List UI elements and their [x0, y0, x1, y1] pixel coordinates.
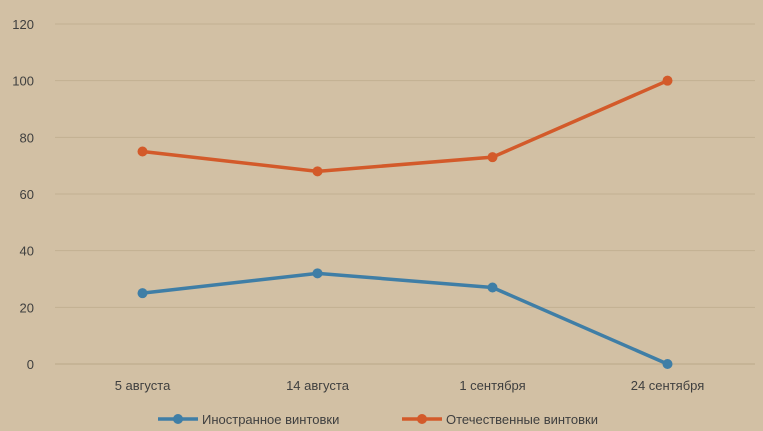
- data-point-s1-0: [137, 146, 148, 157]
- y-tick-label-120: 120: [12, 17, 34, 32]
- data-point-s1-1: [312, 166, 323, 177]
- data-point-s0-0: [137, 288, 148, 299]
- gridlines: [55, 23, 755, 365]
- legend-swatch-marker-1: [417, 414, 427, 424]
- legend-label-1: Отечественные винтовки: [446, 412, 598, 427]
- y-tick-label-20: 20: [20, 300, 34, 315]
- series-line-1: [140, 78, 670, 174]
- series-lines: [137, 75, 673, 369]
- x-tick-label-0: 5 августа: [115, 378, 171, 393]
- legend-label-0: Иностранное винтовки: [202, 412, 339, 427]
- data-point-s0-1: [312, 268, 323, 279]
- series-line-0: [140, 271, 670, 366]
- legend-swatch-marker-0: [173, 414, 183, 424]
- data-point-s1-3: [662, 75, 673, 86]
- data-point-s0-2: [487, 282, 498, 293]
- x-axis-ticks: 5 августа 14 августа 1 сентября 24 сентября: [115, 378, 705, 393]
- y-tick-label-100: 100: [12, 74, 34, 89]
- x-tick-label-3: 24 сентября: [631, 378, 705, 393]
- x-tick-label-1: 14 августа: [286, 378, 350, 393]
- legend: Иностранное винтовки Отечественные винтов…: [158, 412, 598, 427]
- y-tick-label-40: 40: [20, 244, 34, 259]
- y-axis-ticks: 0 20 40 60 80 100 120: [12, 17, 34, 372]
- y-tick-label-80: 80: [20, 130, 34, 145]
- y-tick-label-60: 60: [20, 187, 34, 202]
- x-tick-label-2: 1 сентября: [459, 378, 525, 393]
- y-tick-label-0: 0: [27, 357, 34, 372]
- data-point-s0-3: [662, 359, 673, 369]
- data-point-s1-2: [487, 152, 498, 163]
